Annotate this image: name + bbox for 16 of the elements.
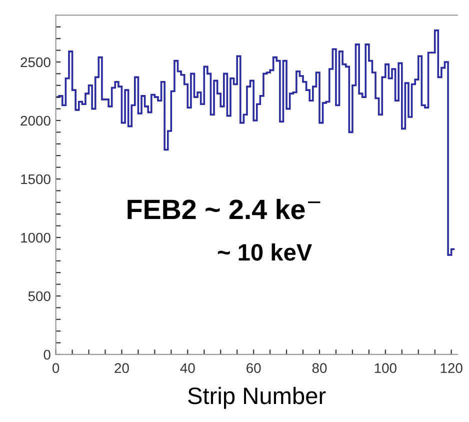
y-tick-label: 1500 bbox=[21, 174, 50, 184]
y-tick-label: 500 bbox=[28, 291, 50, 302]
x-tick-label: 40 bbox=[180, 363, 195, 374]
y-tick-label: 1000 bbox=[21, 232, 50, 243]
x-tick-label: 100 bbox=[374, 363, 396, 374]
y-tick-label: 0 bbox=[44, 350, 50, 360]
x-axis-title: Strip Number bbox=[188, 386, 326, 409]
x-tick-label: 20 bbox=[114, 363, 129, 374]
annotation: ~ 10 keV bbox=[218, 243, 312, 261]
x-tick-label: 60 bbox=[246, 363, 261, 374]
annotation: FEB2 ~ 2.4 ke$^{−}$ bbox=[128, 198, 320, 220]
x-tick-label: 80 bbox=[312, 363, 327, 374]
y-tick-label: 2000 bbox=[20, 116, 50, 126]
x-tick-label: 120 bbox=[440, 363, 462, 374]
x-tick-label: 0 bbox=[52, 363, 60, 374]
y-tick-label: 2500 bbox=[20, 57, 50, 68]
